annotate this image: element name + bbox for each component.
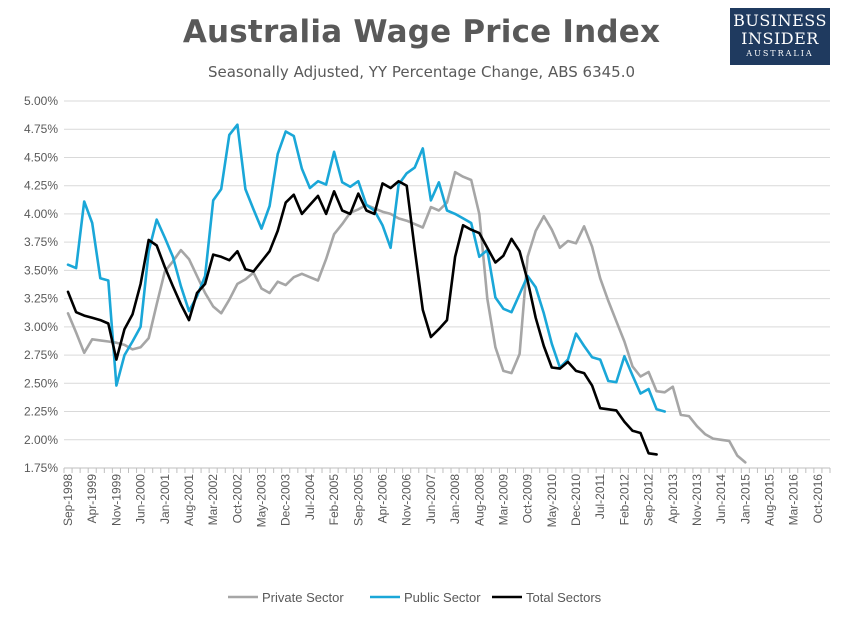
x-tick-label: May-2010 [545, 474, 559, 528]
logo-line-1: BUSINESS [733, 11, 827, 30]
y-tick-label: 4.00% [24, 207, 58, 221]
y-tick-label: 1.75% [24, 461, 58, 475]
x-tick-label: Apr-2006 [375, 474, 389, 524]
x-tick-label: Aug-2001 [182, 474, 196, 526]
y-axis: 1.75% 2.00% 2.25% 2.50% 2.75% 3.00% 3.25% 3.50%… [24, 94, 58, 475]
y-tick-label: 2.25% [24, 405, 58, 419]
legend: Private Sector Public Sector Total Sectors [228, 590, 602, 605]
y-tick-label: 4.25% [24, 179, 58, 193]
x-tick-label: Dec-2010 [569, 474, 583, 526]
x-tick-label: Sep-2012 [642, 474, 656, 526]
x-tick-label: Oct-2009 [521, 474, 535, 524]
x-tick-label: Dec-2003 [279, 474, 293, 526]
chart-subtitle: Seasonally Adjusted, YY Percentage Chang… [207, 63, 636, 81]
x-tick-label: Jan-2015 [738, 474, 752, 524]
x-tick-label: Jan-2001 [158, 474, 172, 524]
x-tick-label: Oct-2002 [230, 474, 244, 524]
y-tick-label: 2.00% [24, 433, 58, 447]
series-lines [66, 123, 747, 464]
x-tick-label: Jul-2004 [303, 474, 317, 520]
y-tick-label: 3.50% [24, 263, 58, 277]
logo-line-3: AUSTRALIA [746, 49, 814, 58]
x-tick-label: Sep-2005 [351, 474, 365, 526]
series-line-public-sector [66, 123, 667, 413]
x-tick-label: Jan-2008 [448, 474, 462, 524]
x-tick-label: Nov-2013 [690, 474, 704, 526]
legend-label: Public Sector [404, 590, 481, 605]
x-axis: Sep-1998 Apr-1999 Nov-1999 Jun-2000 Jan-2001… [61, 467, 831, 528]
series-line-total-sectors [66, 179, 658, 456]
x-tick-label: Mar-2016 [787, 474, 801, 526]
x-tick-label: Apr-2013 [666, 474, 680, 524]
y-tick-label: 3.75% [24, 235, 58, 249]
x-tick-label: Nov-1999 [109, 474, 123, 526]
x-tick-label: Sep-1998 [61, 474, 75, 526]
x-tick-label: Oct-2016 [811, 474, 825, 524]
gridlines [64, 100, 830, 469]
x-tick-label: Mar-2009 [496, 474, 510, 526]
x-tick-label: Mar-2002 [206, 474, 220, 526]
x-tick-label: Jul-2011 [593, 474, 607, 519]
series-line-private-sector [66, 170, 747, 464]
x-tick-label: Jun-2000 [134, 474, 148, 524]
logo-line-2: INSIDER [741, 29, 819, 48]
x-tick-label: Feb-2005 [327, 474, 341, 526]
business-insider-logo: BUSINESS INSIDER AUSTRALIA [730, 8, 830, 65]
x-tick-label: Nov-2006 [400, 474, 414, 526]
x-tick-label: Jun-2007 [424, 474, 438, 524]
x-tick-label: Aug-2015 [763, 474, 777, 526]
legend-label: Private Sector [262, 590, 344, 605]
x-tick-label: Jun-2014 [714, 474, 728, 524]
y-tick-label: 4.75% [24, 122, 58, 136]
y-tick-label: 3.25% [24, 292, 58, 306]
y-tick-label: 5.00% [24, 94, 58, 108]
x-tick-label: Aug-2008 [472, 474, 486, 526]
y-tick-label: 2.50% [24, 376, 58, 390]
legend-label: Total Sectors [526, 590, 602, 605]
y-tick-label: 4.50% [24, 150, 58, 164]
y-tick-label: 3.00% [24, 320, 58, 334]
x-tick-label: Apr-1999 [85, 474, 99, 524]
x-tick-label: May-2003 [255, 474, 269, 528]
chart-title: Australia Wage Price Index [182, 14, 661, 50]
y-tick-label: 2.75% [24, 348, 58, 362]
x-tick-label: Feb-2012 [617, 474, 631, 526]
